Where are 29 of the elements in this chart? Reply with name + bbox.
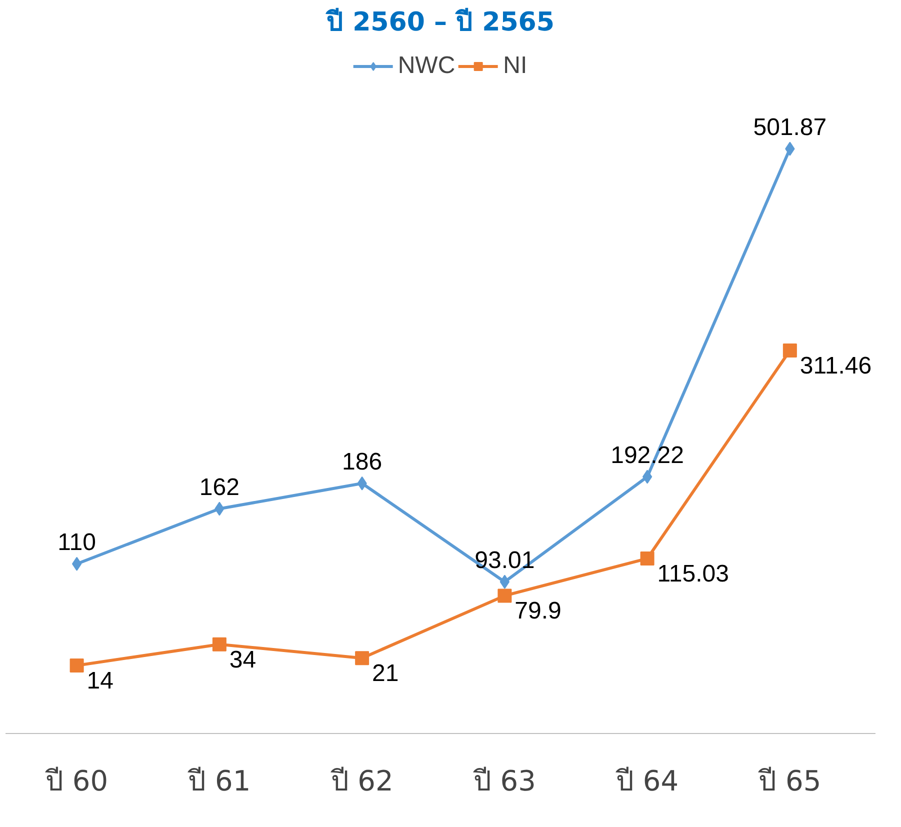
data-label: 501.87 <box>753 114 827 141</box>
chart-title: ปี 2560 – ปี 2565 <box>326 8 554 38</box>
x-tick-label: ปี 65 <box>758 764 822 798</box>
point <box>500 574 510 589</box>
point <box>212 637 226 652</box>
point <box>498 588 512 603</box>
legend-label: NWC <box>398 52 456 80</box>
point <box>355 651 370 666</box>
x-tick-label: ปี 60 <box>44 764 108 798</box>
data-label: 115.03 <box>657 560 729 588</box>
data-label: 21 <box>372 660 399 688</box>
point <box>640 552 654 566</box>
data-label: 162 <box>199 474 240 501</box>
data-label: 311.46 <box>800 352 872 380</box>
data-label: 14 <box>86 668 114 695</box>
data-label: 34 <box>229 646 256 674</box>
data-label: 186 <box>342 448 382 476</box>
legend-label: NI <box>503 52 528 80</box>
point <box>642 470 652 484</box>
data-label: 79.9 <box>514 598 562 625</box>
point <box>70 658 84 673</box>
data-label: 110 <box>58 528 96 556</box>
x-tick-label: ปี 62 <box>330 764 394 798</box>
x-tick-label: ปี 64 <box>615 764 679 798</box>
point <box>72 556 82 571</box>
point <box>782 343 797 358</box>
data-label: 93.01 <box>474 546 535 574</box>
x-tick-label: ปี 61 <box>187 764 251 798</box>
x-tick-label: ปี 63 <box>472 764 536 798</box>
